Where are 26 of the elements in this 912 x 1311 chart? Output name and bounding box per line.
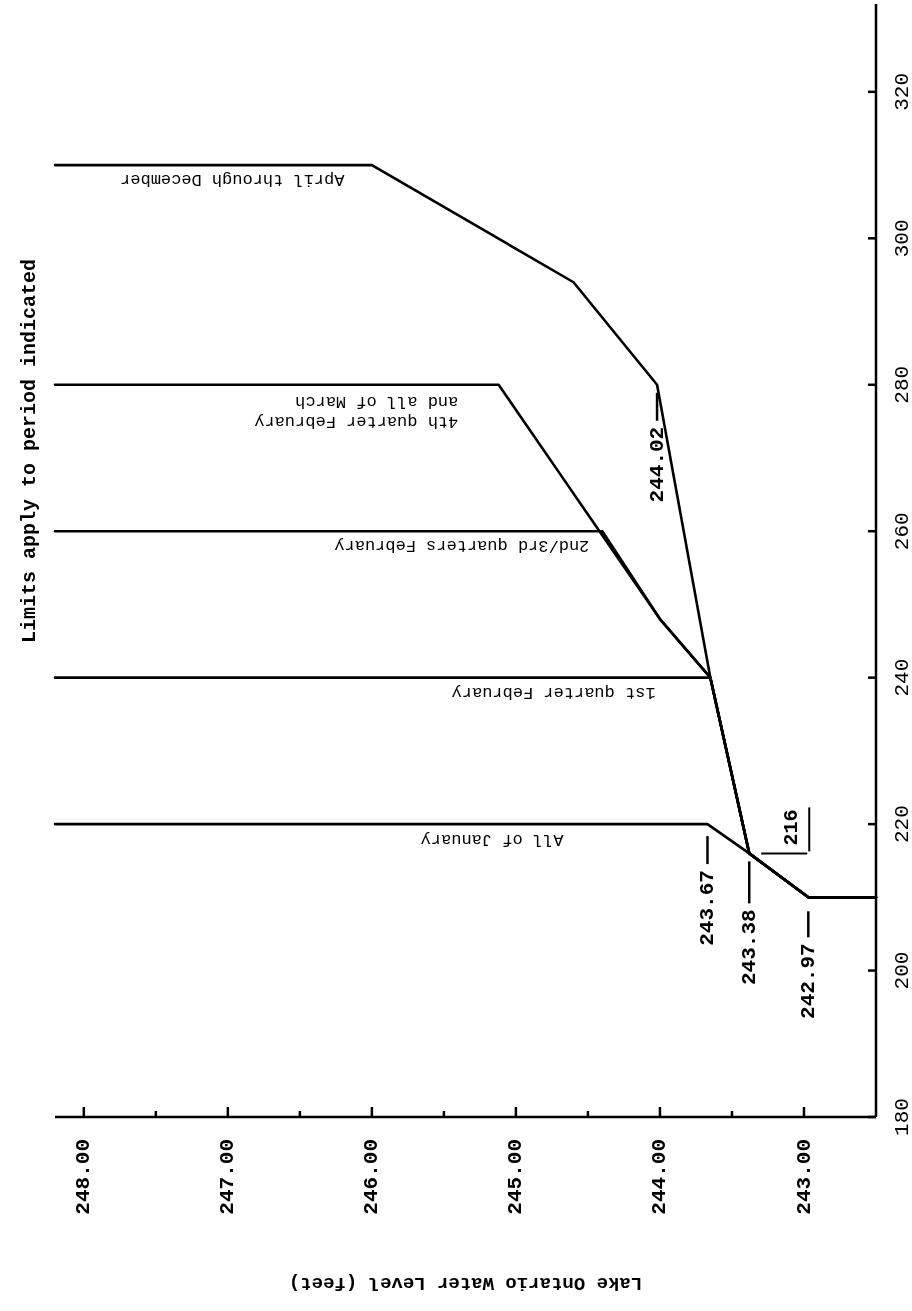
annotation: 243.67 [696,870,720,946]
x-axis-title: Lake Ontario Water Level (feet) [288,1271,643,1294]
y-tick-label: 240 [890,658,912,697]
annotation: 244.02 [645,426,669,503]
text: Limits apply to period indicated [18,258,42,644]
annotation: 242.97 [796,943,820,1019]
series-label: 2nd/3rd quarters February [334,536,590,556]
series-label: All of January [420,830,564,850]
series-label: April through December [120,170,345,190]
y-tick-label: 200 [890,951,912,990]
x-tick-label: 243.00 [792,1139,816,1215]
x-tick-label: 245.00 [504,1139,528,1215]
y-tick-label: 280 [890,365,912,404]
series-label: 1st quarter February [451,682,656,702]
y-tick-label: 260 [890,512,912,551]
y-tick-label: 180 [890,1098,912,1136]
annotation: 216 [780,809,804,846]
x-tick-label: 244.00 [648,1139,672,1215]
series-label: 4th quarter February and all of March [254,391,459,431]
x-tick-label: 248.00 [72,1139,96,1215]
x-tick-label: 246.00 [360,1139,384,1215]
y-tick-label: 220 [890,805,912,844]
x-tick-label: 247.00 [216,1139,240,1215]
annotation: 243.38 [737,909,761,986]
y-tick-label: 300 [890,219,912,258]
y-tick-label: 320 [890,72,912,111]
